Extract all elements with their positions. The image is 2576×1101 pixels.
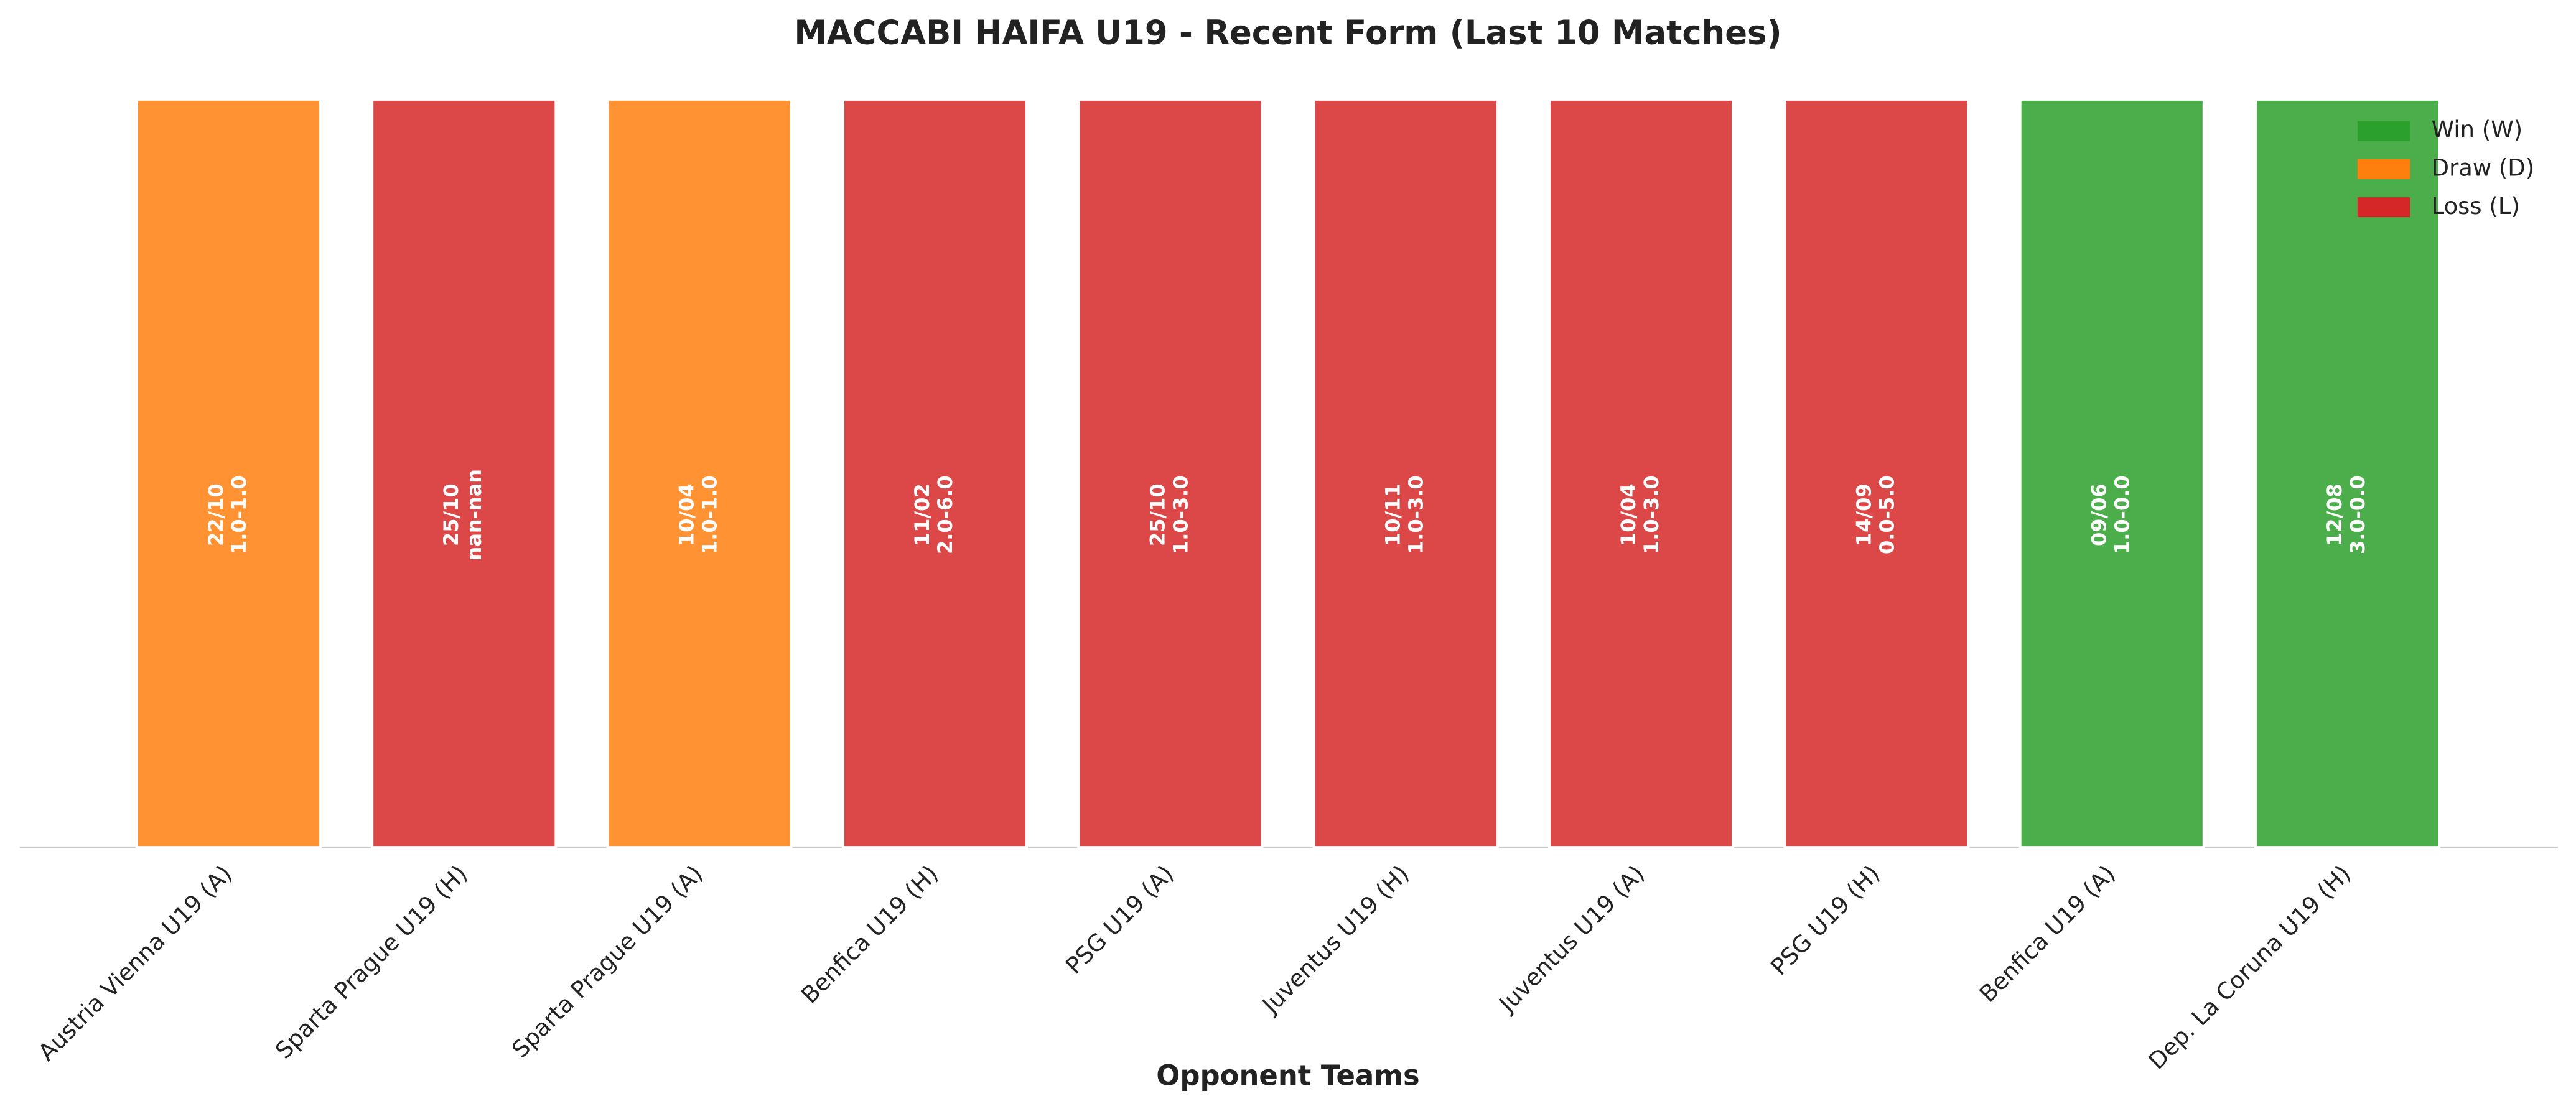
bar-score-label: 1.0-1.0 (698, 475, 722, 554)
legend-swatch (2357, 197, 2410, 218)
bar-score-label: 0.0-5.0 (1875, 475, 1898, 554)
bar (841, 98, 1029, 849)
chart-title: MACCABI HAIFA U19 - Recent Form (Last 10… (794, 13, 1781, 52)
bar (2018, 98, 2205, 849)
bar-score-label: 1.0-3.0 (1169, 475, 1192, 554)
bar (606, 98, 793, 849)
bar-date-label: 10/04 (1617, 483, 1640, 546)
bar-score-label: 3.0-0.0 (2346, 475, 2369, 554)
bar-score-label: 1.0-3.0 (1640, 475, 1663, 554)
legend-label: Loss (L) (2432, 193, 2520, 220)
legend-label: Draw (D) (2432, 154, 2535, 181)
bar-date-label: 22/10 (204, 483, 228, 546)
bar (1077, 98, 1264, 849)
legend-swatch (2357, 121, 2410, 141)
bar (1783, 98, 1970, 849)
legend-swatch (2357, 159, 2410, 179)
bar-date-label: 25/10 (1146, 483, 1169, 546)
legend-label: Win (W) (2432, 116, 2523, 143)
bar (2254, 98, 2441, 849)
bar-date-label: 14/09 (1852, 483, 1876, 546)
bar-date-label: 11/02 (910, 483, 934, 546)
bar (135, 98, 322, 849)
bar-date-label: 10/04 (675, 483, 699, 546)
bar-score-label: 2.0-6.0 (933, 475, 957, 554)
bar (1547, 98, 1735, 849)
bar-date-label: 25/10 (439, 483, 463, 546)
bar-score-label: 1.0-0.0 (2111, 475, 2134, 554)
bar-date-label: 12/08 (2323, 483, 2346, 546)
bar (1312, 98, 1499, 849)
bar-date-label: 10/11 (1381, 483, 1405, 546)
bar (371, 98, 558, 849)
bar-date-label: 09/06 (2088, 483, 2111, 546)
bar-score-label: 1.0-3.0 (1404, 475, 1428, 554)
x-axis-label: Opponent Teams (1156, 1059, 1419, 1092)
bar-score-label: 1.0-1.0 (227, 475, 251, 554)
bar-score-label: nan-nan (462, 469, 486, 561)
